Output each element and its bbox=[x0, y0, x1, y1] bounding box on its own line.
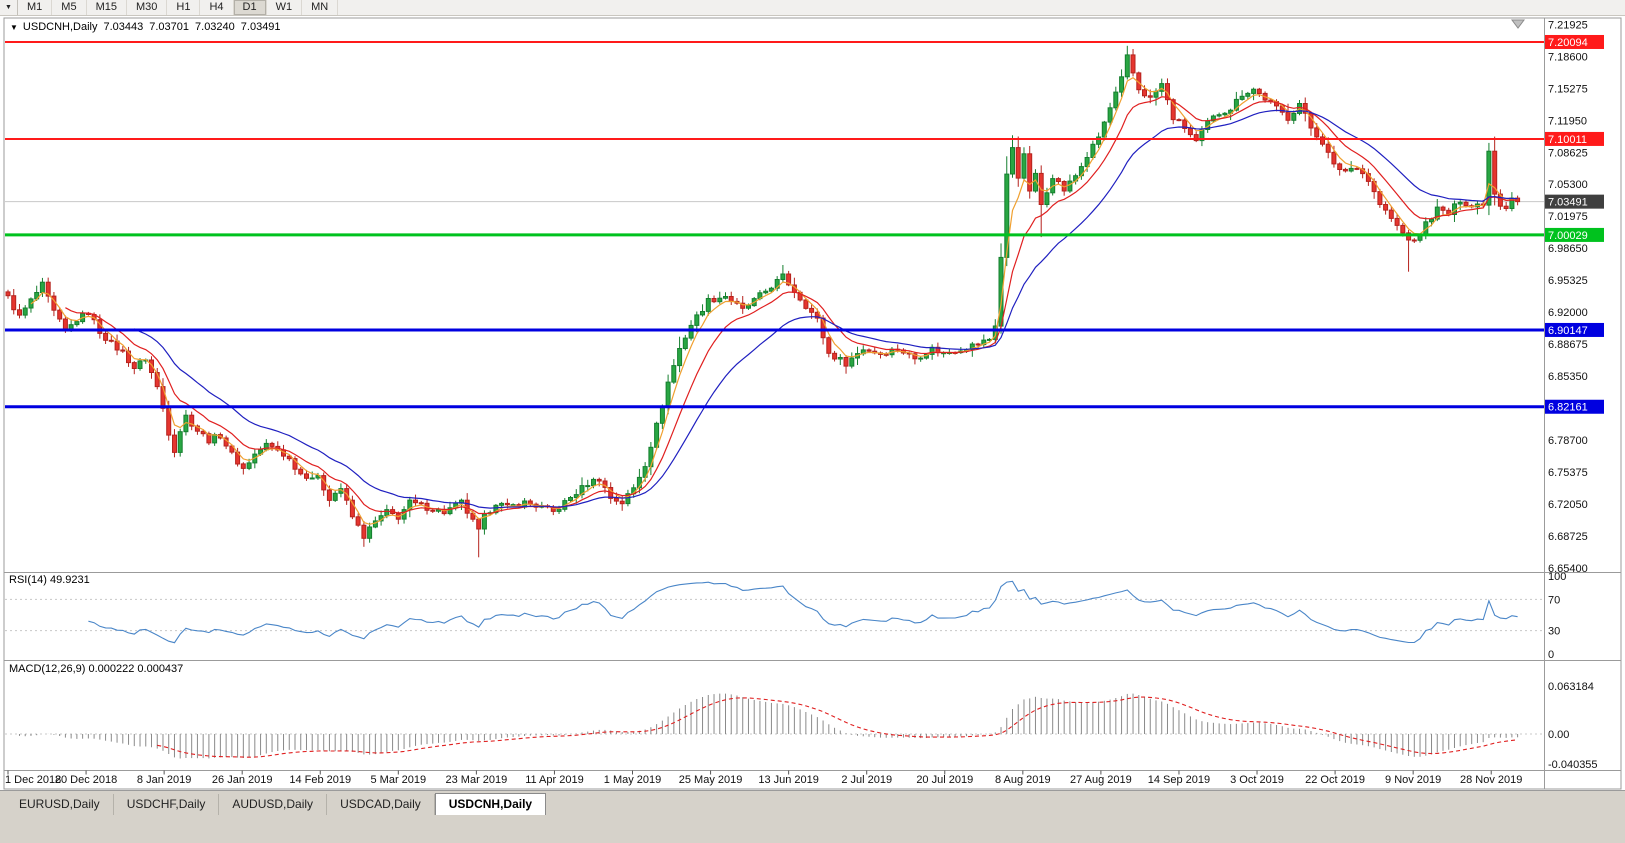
price-tag bbox=[1545, 34, 1604, 49]
price-tag bbox=[1545, 194, 1604, 209]
timeframe-button-m1[interactable]: M1 bbox=[18, 0, 53, 15]
price-tag bbox=[1545, 131, 1604, 146]
macd-indicator-label: MACD(12,26,9) 0.000222 0.000437 bbox=[9, 663, 183, 675]
price-axis-label: 6.68725 bbox=[1548, 531, 1588, 543]
rsi-axis-label: 30 bbox=[1548, 626, 1560, 638]
tab-audusd-daily[interactable]: AUDUSD,Daily bbox=[219, 794, 328, 815]
timeframe-button-h1[interactable]: H1 bbox=[167, 0, 201, 15]
price-axis-label: 6.65400 bbox=[1548, 563, 1588, 575]
time-axis-label: 9 Nov 2019 bbox=[1385, 774, 1441, 786]
chart-symbol-period: USDCNH,Daily bbox=[22, 21, 98, 33]
ma-line-mid-red bbox=[65, 96, 1518, 515]
macd-axis-label: 0.00 bbox=[1548, 729, 1569, 741]
price-tag-label: 7.20094 bbox=[1548, 37, 1588, 49]
timeframe-button-m15[interactable]: M15 bbox=[87, 0, 127, 15]
price-axis-label: 6.95325 bbox=[1548, 275, 1588, 287]
tab-usdcnh-daily[interactable]: USDCNH,Daily bbox=[434, 793, 547, 815]
rsi-indicator-label: RSI(14) 49.9231 bbox=[9, 574, 90, 586]
macd-axis-label: -0.040355 bbox=[1548, 759, 1598, 771]
time-axis-label: 11 Apr 2019 bbox=[525, 774, 584, 786]
tab-usdcad-daily[interactable]: USDCAD,Daily bbox=[327, 794, 435, 815]
ohlc-low: 7.03240 bbox=[195, 21, 235, 33]
price-tag-label: 7.03491 bbox=[1548, 197, 1588, 209]
price-axis-label: 6.98650 bbox=[1548, 243, 1588, 255]
time-axis-label: 26 Jan 2019 bbox=[212, 774, 273, 786]
price-axis-label: 6.92000 bbox=[1548, 307, 1588, 319]
tab-usdchf-daily[interactable]: USDCHF,Daily bbox=[114, 794, 220, 815]
price-axis-label: 7.18600 bbox=[1548, 51, 1588, 63]
price-axis-label: 6.78700 bbox=[1548, 435, 1588, 447]
price-axis-label: 7.05300 bbox=[1548, 179, 1588, 191]
chevron-down-icon: ▼ bbox=[5, 4, 12, 11]
price-axis-label: 6.88675 bbox=[1548, 339, 1588, 351]
chart-collapse-icon: ▼ bbox=[10, 22, 18, 32]
chart-shift-marker-icon bbox=[1511, 19, 1525, 29]
time-axis-label: 22 Oct 2019 bbox=[1305, 774, 1365, 786]
price-tag bbox=[1545, 322, 1604, 337]
chart-tab-bar: EURUSD,Daily USDCHF,Daily AUDUSD,Daily USDC… bbox=[0, 790, 1625, 843]
price-axis-label: 7.01975 bbox=[1548, 211, 1588, 223]
ohlc-open: 7.03443 bbox=[103, 21, 144, 33]
timeframe-button-m5[interactable]: M5 bbox=[52, 0, 87, 15]
time-axis-label: 20 Jul 2019 bbox=[916, 774, 973, 786]
rsi-axis-label: 100 bbox=[1548, 571, 1566, 583]
timeframe-group: M1 M5 M15 M30 H1 H4 D1 W1 MN bbox=[18, 0, 339, 15]
time-axis-label: 28 Nov 2019 bbox=[1460, 774, 1522, 786]
chart-ohlc-header: ▼ USDCNH,Daily 7.03443 7.03701 7.03240 7… bbox=[10, 21, 287, 33]
timeframe-button-h4[interactable]: H4 bbox=[200, 0, 234, 15]
time-axis-label: 23 Mar 2019 bbox=[446, 774, 508, 786]
time-axis-label: 8 Jan 2019 bbox=[137, 774, 191, 786]
price-axis-label: 7.15275 bbox=[1548, 83, 1588, 95]
macd-axis-label: 0.063184 bbox=[1548, 681, 1594, 693]
price-tag-label: 7.00029 bbox=[1548, 230, 1588, 242]
ma-line-fast-orange bbox=[30, 76, 1518, 525]
price-tag bbox=[1545, 227, 1604, 242]
price-tag-label: 6.82161 bbox=[1548, 402, 1588, 414]
price-axis-label: 7.21925 bbox=[1548, 19, 1588, 31]
price-axis-label: 6.75375 bbox=[1548, 467, 1588, 479]
time-axis-label: 13 Jun 2019 bbox=[758, 774, 819, 786]
price-tag-label: 7.10011 bbox=[1548, 134, 1587, 146]
time-axis-label: 1 May 2019 bbox=[604, 774, 661, 786]
timeframe-button-w1[interactable]: W1 bbox=[267, 0, 303, 15]
time-axis-label: 8 Aug 2019 bbox=[995, 774, 1051, 786]
time-axis-label: 14 Sep 2019 bbox=[1148, 774, 1210, 786]
time-axis-label: 2 Jul 2019 bbox=[841, 774, 892, 786]
timeframe-toolbar: ▼ M1 M5 M15 M30 H1 H4 D1 W1 MN bbox=[0, 0, 1625, 16]
chart-frame bbox=[3, 17, 1622, 790]
tab-eurusd-daily[interactable]: EURUSD,Daily bbox=[6, 794, 114, 815]
price-tag bbox=[1545, 399, 1604, 414]
time-axis-label: 20 Dec 2018 bbox=[55, 774, 117, 786]
time-axis-label: 1 Dec 2018 bbox=[5, 774, 61, 786]
ohlc-high: 7.03701 bbox=[149, 21, 190, 33]
ohlc-close: 7.03491 bbox=[240, 21, 281, 33]
time-axis-label: 25 May 2019 bbox=[679, 774, 743, 786]
chart-tabs: EURUSD,Daily USDCHF,Daily AUDUSD,Daily USDC… bbox=[0, 791, 1625, 815]
chart-selector-dropdown[interactable]: ▼ bbox=[0, 0, 18, 15]
price-axis-label: 6.85350 bbox=[1548, 371, 1588, 383]
time-axis-label: 27 Aug 2019 bbox=[1070, 774, 1132, 786]
time-axis-label: 3 Oct 2019 bbox=[1230, 774, 1284, 786]
rsi-axis-label: 70 bbox=[1548, 594, 1560, 606]
timeframe-button-m30[interactable]: M30 bbox=[127, 0, 168, 15]
macd-histogram bbox=[18, 693, 1519, 759]
rsi-line bbox=[88, 580, 1518, 644]
time-axis-label: 5 Mar 2019 bbox=[370, 774, 426, 786]
price-axis-label: 7.08625 bbox=[1548, 147, 1588, 159]
rsi-axis-label: 0 bbox=[1548, 649, 1554, 661]
price-axis-label: 6.72050 bbox=[1548, 499, 1588, 511]
timeframe-button-mn[interactable]: MN bbox=[302, 0, 339, 15]
price-axis-label: 7.11950 bbox=[1548, 115, 1587, 127]
ma-line-slow-blue bbox=[134, 109, 1518, 509]
price-tag-label: 6.90147 bbox=[1548, 325, 1588, 337]
time-axis-label: 14 Feb 2019 bbox=[289, 774, 351, 786]
timeframe-button-d1[interactable]: D1 bbox=[233, 0, 267, 15]
